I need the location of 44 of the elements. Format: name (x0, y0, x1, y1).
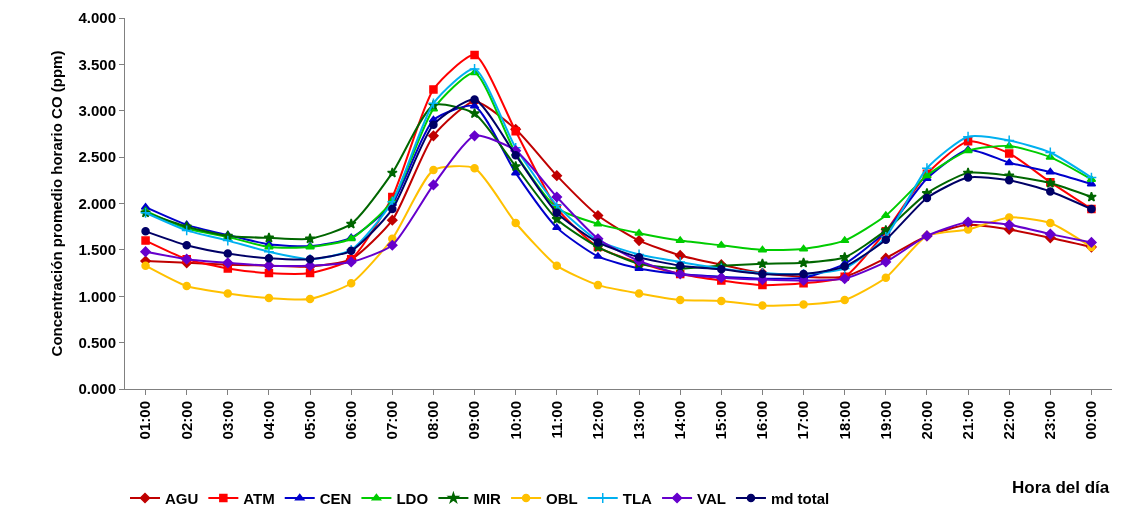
legend-label: ATM (243, 489, 275, 507)
y-tick-label: 1.500 (78, 241, 116, 259)
x-tick-label: 17:00 (794, 401, 812, 440)
x-tick-label: 04:00 (259, 401, 277, 440)
y-tick-label: 4.000 (78, 9, 116, 27)
legend-label: md total (770, 489, 830, 507)
y-tick-label: 3.000 (78, 102, 116, 119)
y-tick-label: 1.000 (78, 287, 116, 305)
x-tick-label: 12:00 (588, 401, 606, 440)
x-tick-label: 16:00 (753, 401, 771, 440)
x-tick-label: 19:00 (876, 401, 894, 440)
x-tick-label: 02:00 (177, 401, 195, 440)
legend-label: AGU (165, 489, 199, 507)
x-tick-label: 00:00 (1082, 401, 1100, 440)
x-tick-label: 07:00 (383, 401, 401, 440)
y-tick-label: 0.500 (78, 333, 116, 351)
x-tick-label: 01:00 (136, 401, 154, 440)
y-tick-label: 0.000 (78, 380, 116, 398)
legend-label: TLA (622, 489, 653, 507)
x-tick-label: 21:00 (958, 401, 976, 440)
x-tick-label: 10:00 (506, 401, 524, 440)
legend-label: VAL (697, 489, 726, 507)
legend-label: CEN (319, 489, 352, 507)
x-tick-label: 14:00 (671, 401, 689, 440)
x-tick-label: 11:00 (547, 401, 565, 439)
y-tick-label: 2.000 (78, 194, 116, 212)
x-tick-label: 13:00 (629, 401, 647, 440)
x-tick-label: 09:00 (465, 401, 483, 440)
legend-label: OBL (546, 489, 578, 507)
legend-label: LDO (396, 489, 429, 507)
x-axis-title: Hora del día (1012, 478, 1110, 497)
x-tick-label: 08:00 (424, 401, 442, 440)
y-tick-label: 2.500 (78, 148, 116, 166)
x-tick-label: 05:00 (300, 401, 318, 440)
x-tick-label: 15:00 (712, 401, 730, 440)
y-tick-label: 3.500 (78, 55, 116, 73)
x-tick-label: 20:00 (917, 401, 935, 440)
x-tick-label: 03:00 (218, 401, 236, 440)
x-tick-label: 06:00 (342, 401, 360, 440)
legend-label: MIR (473, 489, 502, 507)
x-tick-label: 23:00 (1041, 401, 1059, 440)
x-tick-label: 22:00 (1000, 401, 1018, 440)
x-tick-label: 18:00 (835, 401, 853, 440)
y-axis-title: Concentración promedio horario CO (ppm) (47, 50, 65, 357)
